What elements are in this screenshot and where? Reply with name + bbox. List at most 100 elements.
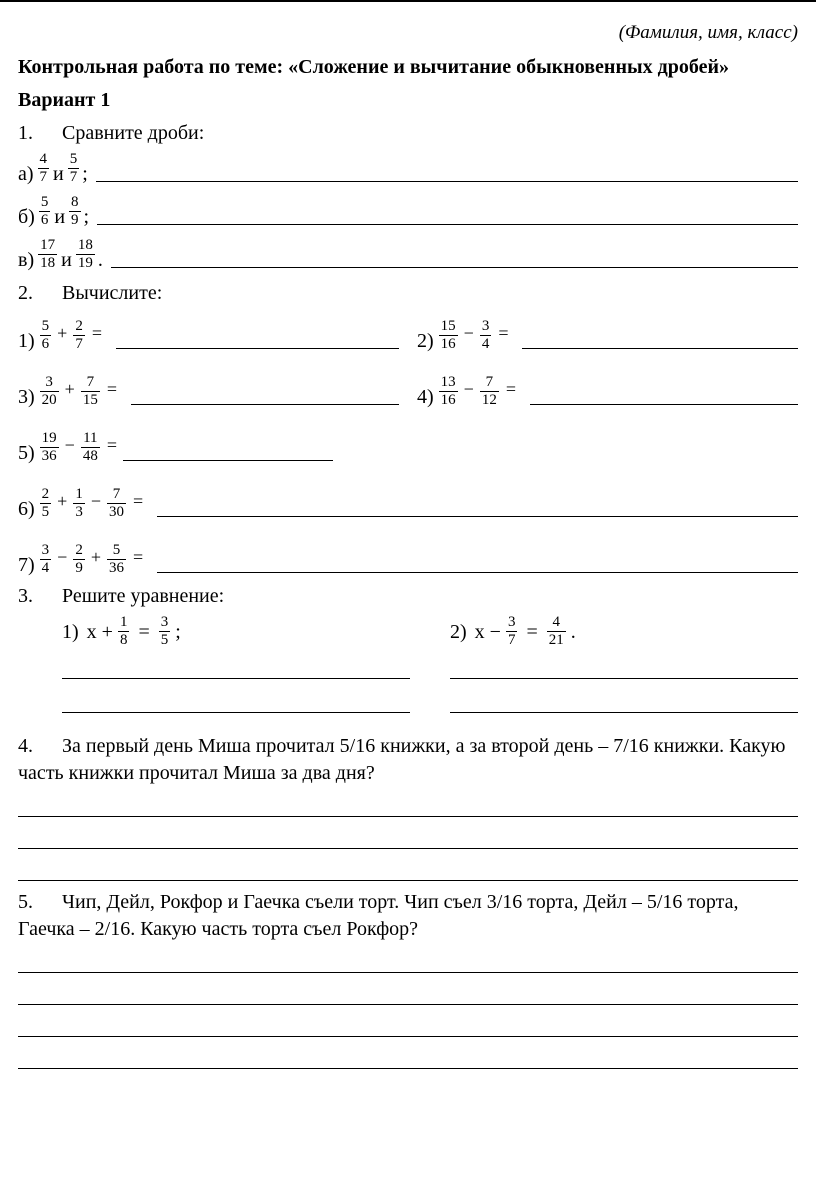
equation-lhs: x − [475, 621, 501, 644]
answer-blank[interactable] [18, 947, 798, 973]
answer-blank[interactable] [18, 823, 798, 849]
equals-sign: = [92, 323, 102, 344]
answer-blank[interactable] [18, 791, 798, 817]
answer-blank[interactable] [18, 855, 798, 881]
answer-lines-block [18, 791, 798, 881]
task-number: 5. [18, 889, 62, 916]
answer-blank[interactable] [450, 657, 798, 679]
item-index: 2) [417, 330, 434, 353]
operator: − [65, 435, 75, 456]
task-text: За первый день Миша прочитал 5/16 книжки… [18, 735, 786, 784]
equation-column: 1) x + 18 = 35 ; [62, 616, 410, 725]
equals-sign: = [107, 435, 117, 456]
operator: + [91, 547, 101, 568]
fraction: 35 [159, 615, 171, 648]
calc-row: 6)25+13−730= [18, 481, 798, 521]
empty-cell [417, 425, 798, 465]
operator: − [57, 547, 67, 568]
fraction: 536 [107, 543, 126, 576]
item-index: 5) [18, 442, 35, 465]
compare-row: а)47и57; [18, 153, 798, 186]
answer-blank[interactable] [18, 1011, 798, 1037]
task-1-heading: 1. Сравните дроби: [18, 122, 798, 145]
fraction: 18 [118, 615, 130, 648]
answer-lines-block [18, 947, 798, 1069]
compare-row: б)56и89; [18, 196, 798, 229]
item-index: 7) [18, 554, 35, 577]
fraction: 25 [40, 487, 52, 520]
equals-sign: = [138, 621, 149, 644]
task-number: 1. [18, 122, 62, 145]
calc-row: 2)1516−34= [417, 313, 798, 353]
answer-blank[interactable] [116, 335, 399, 349]
fraction: 320 [40, 375, 59, 408]
task-4: 4.За первый день Миша прочитал 5/16 книж… [18, 733, 798, 787]
task-text: Решите уравнение: [62, 585, 798, 608]
answer-blank[interactable] [18, 1043, 798, 1069]
calc-row: 7)34−29+536= [18, 537, 798, 577]
name-class-label: (Фамилия, имя, класс) [18, 22, 798, 44]
punctuation: . [98, 249, 103, 272]
answer-blank[interactable] [157, 559, 798, 573]
answer-blank[interactable] [62, 691, 410, 713]
calc-row: 5)1936−1148= [18, 425, 399, 465]
compare-row: в)1718и1819. [18, 239, 798, 272]
equation-columns: 1) x + 18 = 35 ; 2) x − 37 = 421 . [18, 616, 798, 725]
fraction: 1516 [439, 319, 458, 352]
calc-row: 3)320+715= [18, 369, 399, 409]
equals-sign: = [498, 323, 508, 344]
equals-sign: = [526, 621, 537, 644]
answer-blank[interactable] [62, 657, 410, 679]
equals-sign: = [133, 491, 143, 512]
answer-blank[interactable] [157, 503, 798, 517]
answer-blank[interactable] [450, 691, 798, 713]
operator: + [57, 491, 67, 512]
punctuation: ; [84, 206, 90, 229]
task-number: 2. [18, 282, 62, 305]
and-word: и [61, 249, 72, 272]
operator: + [65, 379, 75, 400]
answer-blank[interactable] [97, 211, 798, 225]
fraction: 27 [73, 319, 85, 352]
fraction: 421 [547, 615, 566, 648]
calc-row: 1)56+27 = [18, 313, 399, 353]
fraction: 1819 [76, 238, 95, 271]
variant-label: Вариант 1 [18, 89, 798, 112]
answer-blank[interactable] [111, 254, 798, 268]
equals-sign: = [107, 379, 117, 400]
answer-blank[interactable] [18, 979, 798, 1005]
answer-blank[interactable] [123, 447, 333, 461]
fraction: 34 [480, 319, 492, 352]
operator: − [464, 379, 474, 400]
answer-blank[interactable] [96, 168, 798, 182]
fraction: 1316 [439, 375, 458, 408]
answer-blank[interactable] [530, 391, 798, 405]
fraction: 13 [73, 487, 85, 520]
equals-sign: = [506, 379, 516, 400]
task-5: 5.Чип, Дейл, Рокфор и Гаечка съели торт.… [18, 889, 798, 943]
answer-blank[interactable] [522, 335, 798, 349]
fraction: 57 [68, 152, 80, 185]
fraction: 730 [107, 487, 126, 520]
worksheet-page: (Фамилия, имя, класс) Контрольная работа… [0, 0, 816, 1095]
fraction: 29 [73, 543, 85, 576]
operator: + [57, 323, 67, 344]
equation-row: 2) x − 37 = 421 . [450, 616, 798, 649]
task-number: 4. [18, 733, 62, 760]
sub-label: а) [18, 163, 34, 186]
fraction: 1148 [81, 431, 100, 464]
answer-blank[interactable] [131, 391, 399, 405]
fraction: 34 [40, 543, 52, 576]
item-index: 2) [450, 621, 467, 644]
task-3-heading: 3. Решите уравнение: [18, 585, 798, 608]
punctuation: . [571, 621, 576, 644]
equation-row: 1) x + 18 = 35 ; [62, 616, 410, 649]
sub-label: в) [18, 249, 34, 272]
punctuation: ; [82, 163, 88, 186]
and-word: и [53, 163, 64, 186]
task-text: Чип, Дейл, Рокфор и Гаечка съели торт. Ч… [18, 891, 738, 940]
fraction: 56 [40, 319, 52, 352]
item-index: 1) [18, 330, 35, 353]
operator: − [91, 491, 101, 512]
item-index: 3) [18, 386, 35, 409]
